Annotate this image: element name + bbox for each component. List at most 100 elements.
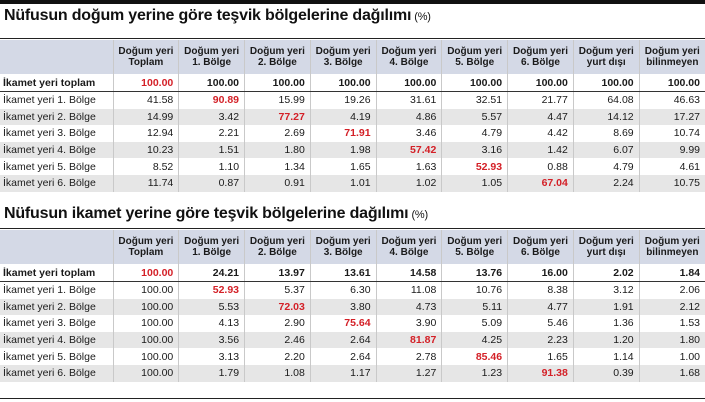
column-header-line: Doğum yeri	[184, 236, 240, 247]
table-cell: 1.42	[507, 141, 574, 159]
table-cell: 1.17	[309, 364, 377, 382]
table-cell: 11.08	[375, 281, 442, 299]
column-header-line: Doğum yeri	[249, 46, 305, 57]
table-cell: 2.23	[507, 331, 574, 349]
table-row: İkamet yeri 2. Bölge 100.00 5.53 72.03 3.80 4…	[0, 298, 705, 316]
table-cell: 41.58	[112, 91, 179, 109]
table-cell: 2.64	[309, 348, 377, 365]
table-cell: 2.12	[638, 298, 705, 316]
table-cell: 2.46	[244, 331, 311, 349]
row-label: İkamet yeri toplam	[0, 264, 113, 282]
column-header-line: Doğum yeri	[447, 236, 503, 247]
table-cell: 2.20	[244, 348, 311, 365]
row-label: İkamet yeri 1. Bölge	[0, 281, 113, 299]
table-cell: 10.75	[638, 174, 705, 192]
column-header-line: Doğum yeri	[118, 236, 174, 247]
column-header: Doğum yeri 1. Bölge	[178, 40, 245, 74]
table-1-rule	[0, 38, 705, 39]
table-cell: 32.51	[441, 91, 508, 109]
row-label: İkamet yeri 4. Bölge	[0, 141, 113, 159]
row-label: İkamet yeri 4. Bölge	[0, 331, 113, 349]
column-header-line: 5. Bölge	[455, 57, 495, 68]
column-header-line: Doğum yeri	[512, 236, 568, 247]
row-label: İkamet yeri 6. Bölge	[0, 174, 113, 192]
column-header: Doğum yeri 5. Bölge	[441, 230, 508, 264]
table-cell: 4.13	[178, 315, 245, 332]
table-row: İkamet yeri 3. Bölge 100.00 4.13 2.90 75.64 3…	[0, 315, 705, 332]
table-cell: 1.80	[244, 141, 311, 159]
table-cell: 6.07	[572, 141, 640, 159]
table-cell: 17.27	[638, 108, 705, 126]
table-cell: 4.19	[309, 108, 377, 126]
table-1: Doğum yeri Toplam Doğum yeri 1. Bölge Doğum …	[0, 40, 705, 192]
table-cell: 100.00	[375, 74, 442, 92]
table-cell: 100.00	[112, 331, 179, 349]
table-cell: 46.63	[638, 91, 705, 109]
column-header	[0, 40, 113, 74]
table-cell: 1.51	[178, 141, 245, 159]
table-cell: 0.88	[507, 158, 574, 175]
column-header-line: 1. Bölge	[192, 247, 232, 258]
table-cell: 2.90	[244, 315, 311, 332]
table-row: İkamet yeri 5. Bölge 100.00 3.13 2.20 2.64 2.…	[0, 348, 705, 365]
row-label: İkamet yeri 3. Bölge	[0, 315, 113, 332]
table-cell: 1.84	[638, 264, 705, 282]
table-row: İkamet yeri 1. Bölge 100.00 52.93 5.37 6.30 1…	[0, 281, 705, 299]
table-cell: 8.52	[112, 158, 179, 175]
column-header: Doğum yeri 3. Bölge	[309, 230, 377, 264]
column-header-line: yurt dışı	[586, 247, 626, 258]
table-cell: 3.16	[441, 141, 508, 159]
table-cell: 24.21	[178, 264, 245, 282]
table-cell: 85.46	[441, 348, 508, 365]
table-row: İkamet yeri 6. Bölge 100.00 1.79 1.08 1.17 1.…	[0, 364, 705, 382]
column-header-line: Doğum yeri	[249, 236, 305, 247]
table-cell: 2.24	[572, 174, 640, 192]
top-rule	[0, 0, 705, 4]
table-cell: 3.13	[178, 348, 245, 365]
table-cell: 81.87	[375, 331, 442, 349]
column-header: Doğum yeri Toplam	[112, 40, 179, 74]
column-header-line: 6. Bölge	[521, 57, 560, 68]
bottom-rule	[0, 398, 705, 399]
table-cell: 1.98	[309, 141, 377, 159]
table-cell: 2.06	[638, 281, 705, 299]
table-cell: 3.42	[178, 108, 245, 126]
table-cell: 72.03	[244, 298, 311, 316]
table-cell: 100.00	[507, 74, 574, 92]
table-cell: 1.20	[572, 331, 640, 349]
column-header-line: 5. Bölge	[455, 247, 495, 258]
table-cell: 1.10	[178, 158, 245, 175]
table-cell: 14.99	[112, 108, 179, 126]
table-cell: 100.00	[112, 281, 179, 299]
table-cell: 52.93	[441, 158, 508, 175]
table-1-title: Nüfusun doğum yerine göre teşvik bölgele…	[4, 7, 431, 24]
table-cell: 1.65	[309, 158, 377, 175]
column-header: Doğum yeri 5. Bölge	[441, 40, 508, 74]
table-cell: 1.36	[572, 315, 640, 332]
table-cell: 6.30	[309, 281, 377, 299]
column-header-line: Doğum yeri	[381, 46, 437, 57]
table-cell: 10.74	[638, 125, 705, 142]
table-cell: 77.27	[244, 108, 311, 126]
row-label: İkamet yeri toplam	[0, 74, 113, 92]
table-cell: 13.97	[244, 264, 311, 282]
column-header: Doğum yeri 2. Bölge	[244, 230, 311, 264]
row-label: İkamet yeri 2. Bölge	[0, 298, 113, 316]
table-cell: 15.99	[244, 91, 311, 109]
table-cell: 100.00	[112, 74, 179, 92]
column-header: Doğum yeri 6. Bölge	[507, 230, 574, 264]
table-cell: 67.04	[507, 174, 574, 192]
row-label: İkamet yeri 6. Bölge	[0, 364, 113, 382]
table-row: İkamet yeri 6. Bölge 11.74 0.87 0.91 1.01 1.0…	[0, 174, 705, 192]
column-header-line: 2. Bölge	[257, 247, 297, 258]
column-header-line: Doğum yeri	[644, 236, 700, 247]
table-cell: 1.91	[572, 298, 640, 316]
table-row: İkamet yeri 4. Bölge 10.23 1.51 1.80 1.98 57.…	[0, 141, 705, 159]
table-cell: 5.53	[178, 298, 245, 316]
table-cell: 4.79	[572, 158, 640, 175]
column-header-line: bilinmeyen	[646, 57, 699, 68]
table-2-header-row: Doğum yeri Toplam Doğum yeri 1. Bölge Doğum …	[0, 230, 705, 264]
table-cell: 57.42	[375, 141, 442, 159]
table-cell: 100.00	[309, 74, 377, 92]
column-header-line: Toplam	[128, 57, 164, 68]
